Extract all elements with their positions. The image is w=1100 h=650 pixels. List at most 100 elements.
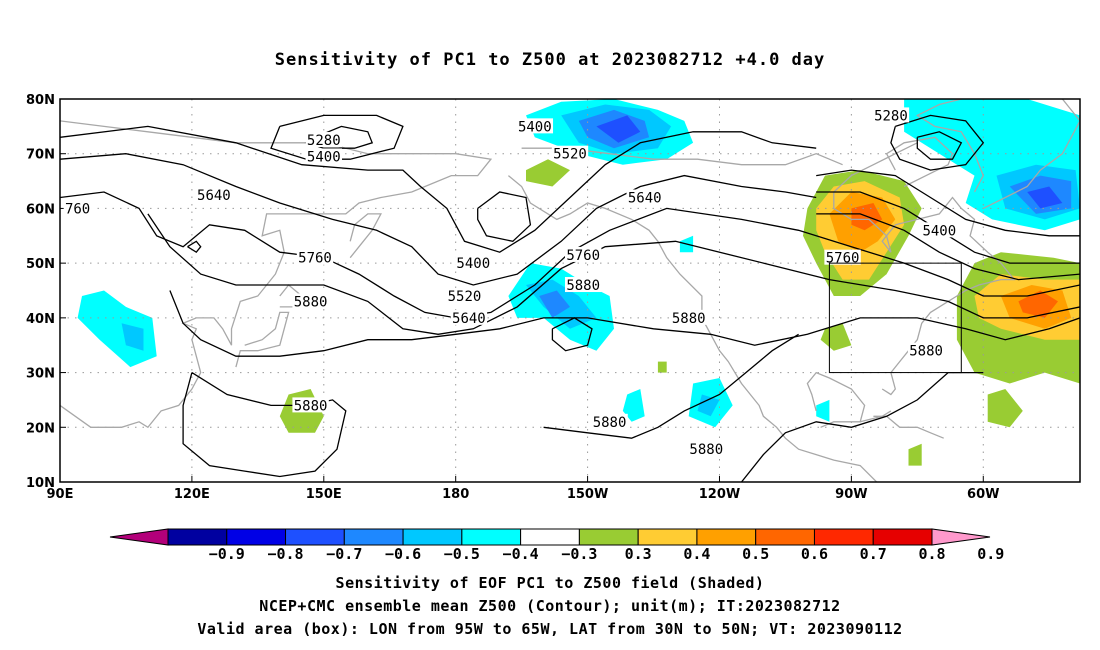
- lat-label: 50N: [26, 257, 55, 272]
- coastline: [885, 136, 954, 188]
- lat-label: 30N: [26, 367, 55, 382]
- lat-label: 60N: [26, 202, 55, 217]
- z500-contour-line: [816, 169, 1080, 237]
- contour-label: 5880: [566, 278, 600, 294]
- lat-label: 80N: [26, 93, 55, 108]
- contour-label: 5880: [294, 294, 328, 310]
- colorbar-label: 0.5: [742, 545, 769, 563]
- contour-label: 5640: [452, 311, 486, 327]
- contour-label: 5880: [672, 311, 706, 327]
- colorbar-label: −0.7: [326, 545, 362, 563]
- sensitivity-region: [657, 361, 667, 373]
- contour-label-bg: [195, 186, 233, 202]
- colorbar-swatch: [520, 528, 580, 546]
- sensitivity-region: [622, 389, 645, 422]
- colorbar-swatch: [755, 528, 815, 546]
- z500-contour-line: [147, 213, 1080, 335]
- lon-label: 60W: [967, 487, 999, 502]
- z500-contour-line: [60, 125, 817, 253]
- z500-contour-line: [740, 371, 984, 482]
- sensitivity-region: [121, 323, 144, 351]
- z500-contour-line: [182, 372, 347, 478]
- contour-label-bg: [455, 255, 492, 271]
- contour-label-bg: [292, 397, 329, 413]
- footer-line-3: Valid area (box): LON from 95W to 65W, L…: [197, 620, 903, 638]
- z500-contour-line: [169, 290, 1080, 357]
- colorbar-swatch: [461, 528, 522, 546]
- colorbar-label: 0.6: [801, 545, 828, 563]
- colorbar-label: 0.4: [683, 545, 710, 563]
- z500-contour-line: [890, 114, 985, 171]
- sensitivity-region: [697, 394, 720, 417]
- contour-label-bg: [824, 249, 861, 265]
- sensitivity-region: [816, 399, 830, 422]
- z500-contour-line: [551, 317, 593, 352]
- colorbar-arrow-left: [109, 528, 169, 546]
- contour-label: 760: [65, 201, 90, 217]
- colorbar-swatch: [637, 528, 698, 546]
- contour-label-bg: [907, 342, 945, 358]
- colorbar-label: 0.3: [625, 545, 652, 563]
- colorbar-label: −0.9: [209, 545, 245, 563]
- contour-label-bg: [516, 118, 554, 134]
- contour-label-bg: [551, 145, 589, 161]
- lon-label: 90W: [835, 487, 867, 502]
- contour-label: 5400: [518, 119, 552, 135]
- contour-label: 5880: [294, 398, 328, 414]
- z500-contour-line: [816, 213, 1080, 281]
- coastline: [806, 371, 866, 428]
- z500-contour-line: [916, 131, 963, 160]
- sensitivity-region: [1018, 290, 1058, 318]
- contour-label: 5400: [307, 149, 341, 165]
- contour-label: 5280: [874, 108, 908, 124]
- footer-line-1: Sensitivity of EOF PC1 to Z500 field (Sh…: [335, 574, 765, 592]
- z500-contours: [60, 114, 1080, 482]
- contour-label: 5760: [298, 251, 332, 267]
- colorbar-label: 0.7: [860, 545, 887, 563]
- lat-label: 70N: [26, 148, 55, 163]
- colorbar-swatch: [226, 528, 287, 546]
- lon-label: 150W: [567, 487, 608, 502]
- colorbar-swatch: [813, 528, 874, 546]
- sensitivity-region: [908, 443, 922, 466]
- colorbar-label: −0.8: [267, 545, 303, 563]
- contour-label: 5520: [553, 147, 587, 163]
- lon-label: 150E: [306, 487, 342, 502]
- lon-label: 90E: [47, 487, 74, 502]
- lon-label: 120W: [699, 487, 740, 502]
- contour-label: 5280: [307, 133, 341, 149]
- colorbar-swatch: [402, 528, 463, 546]
- contour-label-bg: [296, 249, 334, 265]
- lon-label: 180: [442, 487, 469, 502]
- contour-label: 5880: [689, 442, 723, 458]
- contour-label-bg: [670, 309, 707, 325]
- colorbar-swatch: [167, 528, 228, 546]
- contour-label-bg: [591, 413, 628, 429]
- colorbar-label: −0.5: [444, 545, 480, 563]
- contour-label: 5400: [922, 223, 956, 239]
- contour-label: 5400: [456, 256, 490, 272]
- contour-label: 5640: [197, 188, 231, 204]
- coastline: [349, 213, 382, 259]
- contour-label-bg: [450, 309, 488, 325]
- contour-label-bg: [626, 189, 663, 205]
- footer-line-2: NCEP+CMC ensemble mean Z500 (Contour); u…: [259, 597, 841, 615]
- colorbar-label: −0.4: [503, 545, 539, 563]
- colorbar-label: −0.3: [561, 545, 597, 563]
- coastline: [60, 120, 493, 429]
- coastline: [915, 99, 1080, 209]
- sensitivity-region: [1027, 186, 1063, 209]
- contour-label: 5760: [826, 251, 860, 267]
- contour-labels: 5280540056407605760588058805400552056405…: [63, 107, 958, 458]
- colorbar-label: −0.6: [385, 545, 421, 563]
- contour-label-bg: [688, 441, 725, 457]
- colorbar-arrow-right: [931, 528, 991, 546]
- colorbar-swatch: [872, 528, 933, 546]
- contour-label-bg: [305, 132, 342, 148]
- coastline: [235, 311, 290, 368]
- map-title: Sensitivity of PC1 to Z500 at 2023082712…: [274, 50, 826, 70]
- contour-label-bg: [872, 107, 910, 123]
- coastline: [873, 415, 944, 439]
- sensitivity-region: [596, 115, 641, 143]
